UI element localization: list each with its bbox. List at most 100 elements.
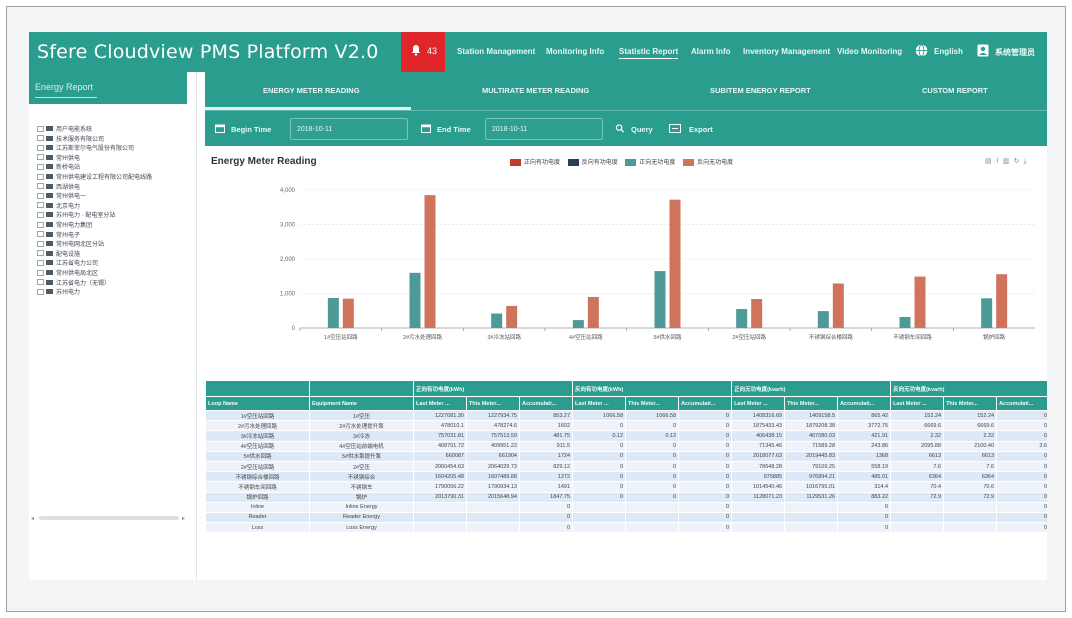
scrollbar-track[interactable] <box>39 516 179 520</box>
chart-bar[interactable] <box>832 283 844 328</box>
tree-item[interactable]: 常州电网北区分站 <box>37 239 104 248</box>
line-chart-icon[interactable]: ⌇ <box>995 158 1004 165</box>
restore-icon[interactable]: ↻ <box>1013 158 1024 165</box>
legend-item[interactable]: 反向无功电度 <box>683 157 733 166</box>
chart-bar[interactable] <box>996 274 1008 328</box>
nav-inventory-management[interactable]: Inventory Management <box>743 47 831 56</box>
expand-toggle-icon[interactable] <box>37 163 44 170</box>
expand-toggle-icon[interactable] <box>37 125 44 132</box>
chart-bar[interactable] <box>751 299 763 328</box>
sidebar-title[interactable]: Energy Report <box>35 82 94 92</box>
tree-item[interactable]: 江苏省电力（无锡） <box>37 278 110 287</box>
tree-item[interactable]: 常州供电 <box>37 153 80 162</box>
table-row[interactable]: 锅炉回路 锅炉 2013790.31 2015648.94 1847.75 0 0 0 1128… <box>205 491 1047 503</box>
tree-item[interactable]: 北京电力 <box>37 201 80 210</box>
tree-item[interactable]: 苏州电力 <box>37 287 80 296</box>
expand-toggle-icon[interactable] <box>37 202 44 209</box>
chart-bar[interactable] <box>587 296 599 328</box>
tree-item[interactable]: 江苏省电力公司 <box>37 258 98 267</box>
table-row[interactable]: 不锈钢综合楼回路 不锈钢综合 1604205.48 1607489.88 1272 0 0 0… <box>205 471 1047 483</box>
expand-toggle-icon[interactable] <box>37 231 44 238</box>
column-header[interactable]: Accumulati... <box>996 396 1047 411</box>
user-icon[interactable] <box>977 44 989 57</box>
tab-custom-report[interactable]: CUSTOM REPORT <box>922 86 988 95</box>
nav-alarm-info[interactable]: Alarm Info <box>691 47 731 56</box>
column-header[interactable]: Last Meter ... <box>731 396 786 411</box>
column-header[interactable]: This Meter... <box>943 396 998 411</box>
table-row[interactable]: 4#空压站回路 4#空压站前端电机 408701.72 409951.22 911.5 0… <box>205 440 1047 452</box>
chart-bar[interactable] <box>491 313 503 328</box>
nav-video-monitoring[interactable]: Video Monitoring <box>837 47 903 56</box>
data-view-icon[interactable]: ▤ <box>985 158 996 165</box>
column-header[interactable]: Accumulati... <box>837 396 892 411</box>
bar-chart-icon[interactable]: ▥ <box>1003 158 1014 165</box>
expand-toggle-icon[interactable] <box>37 154 44 161</box>
table-row[interactable]: 不锈钢车间回路 不锈钢车 1790056.22 1790934.13 1491 0 0 0 10… <box>205 481 1047 493</box>
tree-item[interactable]: 技术服务有限公司 <box>37 134 104 143</box>
table-row[interactable]: Reader Reader Energy 0 0 0 0 <box>205 511 1047 524</box>
table-row[interactable]: 2#污水处理回路 2#污水处理提升泵 478010.1 478274.6 1602 0 0 0… <box>205 420 1047 432</box>
column-header[interactable]: Accumulati... <box>678 396 733 411</box>
tree-item[interactable]: 苏州电力 · 配电室分站 <box>37 210 115 219</box>
query-button[interactable]: Query <box>631 125 653 134</box>
tree-item[interactable]: 常州电子 <box>37 230 80 239</box>
alarm-button[interactable]: 43 <box>401 32 445 72</box>
table-row[interactable]: 3#冷冻站回路 3#冷冻 757031.81 757513.59 481.75 0.12 0… <box>205 430 1047 442</box>
expand-toggle-icon[interactable] <box>37 288 44 295</box>
table-row[interactable]: Loss Loss Energy 0 0 0 0 <box>205 522 1047 534</box>
tree-item[interactable]: 用户电能系统 <box>37 124 92 133</box>
expand-toggle-icon[interactable] <box>37 144 44 151</box>
expand-toggle-icon[interactable] <box>37 269 44 276</box>
chart-bar[interactable] <box>817 311 829 328</box>
chart-bar[interactable] <box>669 199 681 328</box>
table-row[interactable]: 1#空压站回路 1#空压 1227081.30 1227934.75 853.27 106… <box>205 409 1047 422</box>
tree-item[interactable]: 新桥电站 <box>37 162 80 171</box>
chart-bar[interactable] <box>409 272 421 328</box>
tree-item[interactable]: 常州供电建设工程有限公司配电线路 <box>37 172 152 181</box>
tree-item[interactable]: 常州供电局北区 <box>37 268 98 277</box>
search-icon[interactable] <box>615 124 625 133</box>
download-icon[interactable]: ⤓ <box>1023 158 1031 165</box>
chart-bar[interactable] <box>899 316 911 328</box>
nav-statistic-report[interactable]: Statistic Report <box>619 47 679 59</box>
table-row[interactable]: Inline Inline Energy 0 0 0 0 <box>205 501 1047 513</box>
table-row[interactable]: 5#供水回路 5#供水泵提升泵 660087 661904 1724 0 0 0 2018077… <box>205 450 1047 462</box>
legend-item[interactable]: 正向无功电度 <box>625 157 675 166</box>
sidebar-scrollbar[interactable]: ◂ ▸ <box>31 514 189 522</box>
expand-toggle-icon[interactable] <box>37 279 44 286</box>
expand-toggle-icon[interactable] <box>37 192 44 199</box>
column-header[interactable]: Last Meter ... <box>572 396 627 411</box>
tab-multirate-meter-reading[interactable]: MULTIRATE METER READING <box>482 86 590 95</box>
scroll-left-icon[interactable]: ◂ <box>31 516 35 522</box>
legend-item[interactable]: 反向有功电度 <box>567 157 618 166</box>
tab-subitem-energy-report[interactable]: SUBITEM ENERGY REPORT <box>710 86 811 95</box>
expand-toggle-icon[interactable] <box>37 135 44 142</box>
language-selector[interactable]: English <box>934 47 963 56</box>
end-time-input[interactable]: 2018-10-11 <box>485 118 603 140</box>
globe-icon[interactable] <box>915 44 928 57</box>
expand-toggle-icon[interactable] <box>37 173 44 180</box>
tree-item[interactable]: 常州供电一 <box>37 191 86 200</box>
column-header[interactable]: Last Meter ... <box>413 396 467 411</box>
tab-energy-meter-reading[interactable]: ENERGY METER READING <box>263 86 360 95</box>
column-header[interactable]: This Meter... <box>784 396 839 411</box>
table-row[interactable]: 2#空压站回路 2#空压 2060454.63 2064029.73 829.12 0 0 0… <box>205 460 1047 473</box>
column-header[interactable]: Loop Name <box>205 396 310 411</box>
chart-bar[interactable] <box>424 195 436 328</box>
column-header[interactable]: This Meter... <box>466 396 520 411</box>
column-header[interactable]: This Meter... <box>625 396 680 411</box>
begin-time-input[interactable]: 2018-10-11 <box>290 118 408 140</box>
column-header[interactable]: Last Meter ... <box>890 396 945 411</box>
expand-toggle-icon[interactable] <box>37 259 44 266</box>
chart-bar[interactable] <box>654 271 666 328</box>
expand-toggle-icon[interactable] <box>37 183 44 190</box>
export-icon[interactable] <box>669 124 681 133</box>
column-header[interactable]: Accumulati... <box>518 396 574 411</box>
expand-toggle-icon[interactable] <box>37 240 44 247</box>
nav-station-management[interactable]: Station Management <box>457 47 536 56</box>
expand-toggle-icon[interactable] <box>37 250 44 257</box>
chart-bar[interactable] <box>327 297 339 328</box>
tree-item[interactable]: 常州电力集团 <box>37 220 92 229</box>
chart-bar[interactable] <box>736 309 748 328</box>
chart-bar[interactable] <box>506 305 518 328</box>
